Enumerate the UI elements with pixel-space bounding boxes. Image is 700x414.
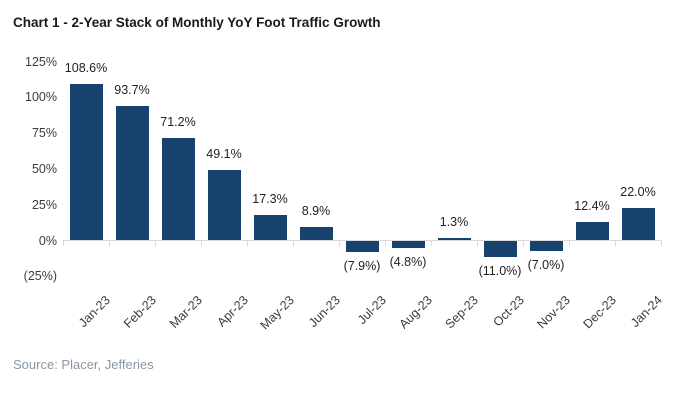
bar-value-label: 49.1% bbox=[206, 146, 242, 161]
bar-value-label: 17.3% bbox=[252, 192, 288, 207]
y-axis-tick-label: 50% bbox=[31, 161, 57, 176]
bar-value-label: 108.6% bbox=[64, 61, 108, 76]
bar-jul-23 bbox=[345, 241, 379, 253]
x-axis-tick bbox=[477, 240, 478, 246]
bar-feb-23 bbox=[115, 105, 149, 240]
category-label: Dec-23 bbox=[580, 293, 619, 332]
x-axis-tick bbox=[661, 240, 662, 246]
bar-value-label: 22.0% bbox=[620, 185, 656, 200]
x-axis-tick bbox=[109, 240, 110, 246]
category-label: May-23 bbox=[257, 293, 297, 333]
x-axis-tick bbox=[569, 240, 570, 246]
category-label: Mar-23 bbox=[167, 293, 205, 331]
x-axis-tick bbox=[63, 240, 64, 246]
y-axis-tick-label: 25% bbox=[31, 197, 57, 212]
bar-value-label: 71.2% bbox=[160, 115, 196, 130]
category-label: Sep-23 bbox=[442, 293, 481, 332]
chart-title: Chart 1 - 2-Year Stack of Monthly YoY Fo… bbox=[13, 15, 381, 30]
bar-value-label: 93.7% bbox=[114, 82, 150, 97]
bar-may-23 bbox=[253, 215, 287, 240]
bar-jan-23 bbox=[69, 84, 103, 240]
bar-value-label: 8.9% bbox=[301, 204, 331, 219]
x-axis-line bbox=[63, 240, 662, 241]
bar-mar-23 bbox=[161, 138, 195, 240]
bar-nov-23 bbox=[529, 241, 563, 252]
category-label: Feb-23 bbox=[120, 293, 159, 331]
bar-value-label: 12.4% bbox=[574, 199, 610, 214]
bar-apr-23 bbox=[207, 169, 241, 240]
x-axis-tick bbox=[155, 240, 156, 246]
bar-value-label: (11.0%) bbox=[478, 263, 522, 278]
bar-value-label: (7.0%) bbox=[527, 258, 565, 273]
category-label: Jan-24 bbox=[627, 293, 665, 330]
category-label: Jul-23 bbox=[354, 293, 389, 327]
bar-jun-23 bbox=[299, 227, 333, 240]
category-label: Jun-23 bbox=[305, 293, 343, 330]
x-axis-tick bbox=[339, 240, 340, 246]
bar-oct-23 bbox=[483, 241, 517, 257]
bar-sep-23 bbox=[437, 238, 471, 240]
category-label: Apr-23 bbox=[214, 293, 251, 330]
category-label: Jan-23 bbox=[75, 293, 113, 330]
y-axis-tick-label: (25%) bbox=[23, 269, 57, 284]
category-label: Oct-23 bbox=[490, 293, 527, 330]
y-axis-tick-label: 100% bbox=[25, 90, 57, 105]
x-axis-tick bbox=[431, 240, 432, 246]
bar-dec-23 bbox=[575, 222, 609, 240]
bar-aug-23 bbox=[391, 241, 425, 248]
x-axis-tick bbox=[523, 240, 524, 246]
bar-jan-24 bbox=[621, 208, 655, 240]
source-note: Source: Placer, Jefferies bbox=[13, 357, 154, 372]
x-axis-tick bbox=[201, 240, 202, 246]
y-axis-tick-label: 125% bbox=[25, 54, 57, 69]
y-axis-tick-label: 75% bbox=[31, 126, 57, 141]
category-label: Aug-23 bbox=[396, 293, 435, 332]
x-axis-tick bbox=[615, 240, 616, 246]
x-axis-tick bbox=[385, 240, 386, 246]
category-label: Nov-23 bbox=[534, 293, 573, 332]
y-axis-tick-label: 0% bbox=[38, 233, 57, 248]
x-axis-tick bbox=[293, 240, 294, 246]
bar-value-label: 1.3% bbox=[439, 215, 469, 230]
x-axis-tick bbox=[247, 240, 248, 246]
bar-value-label: (4.8%) bbox=[389, 254, 427, 269]
bar-value-label: (7.9%) bbox=[343, 259, 381, 274]
